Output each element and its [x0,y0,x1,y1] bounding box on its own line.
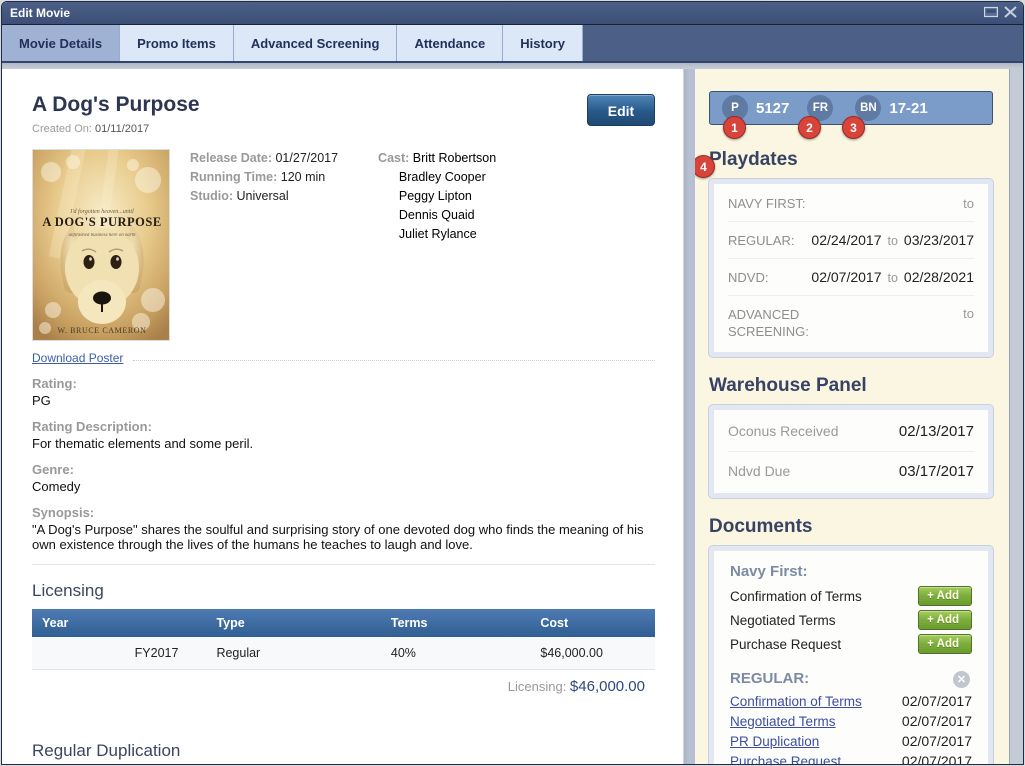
svg-text:W. BRUCE CAMERON: W. BRUCE CAMERON [57,326,146,335]
svg-text:A DOG'S PURPOSE: A DOG'S PURPOSE [42,215,161,229]
svg-text:I'd forgotten heaven...until: I'd forgotten heaven...until [69,208,134,215]
svg-text:unfinished business here on ea: unfinished business here on earth [68,233,136,238]
